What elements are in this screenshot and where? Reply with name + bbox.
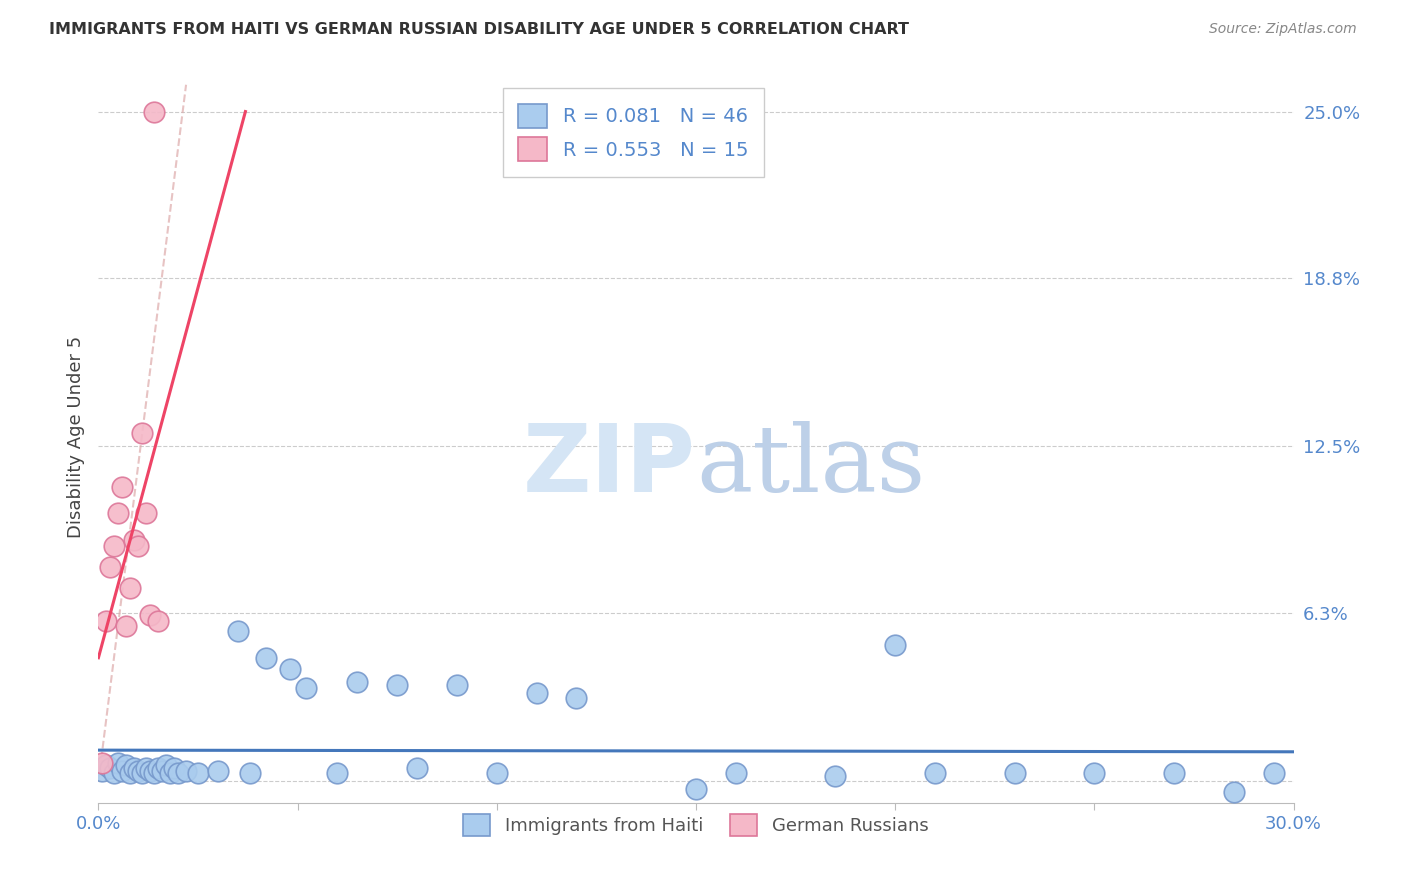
Point: [135, 507, 157, 521]
Point: [115, 619, 138, 633]
Point: [1004, 766, 1026, 780]
Point: [150, 764, 173, 778]
Point: [226, 624, 249, 639]
Text: Source: ZipAtlas.com: Source: ZipAtlas.com: [1209, 22, 1357, 37]
Point: [103, 539, 125, 553]
Text: ZIP: ZIP: [523, 420, 696, 512]
Point: [111, 480, 134, 494]
Point: [98, 560, 122, 574]
Point: [685, 782, 707, 797]
Point: [127, 764, 149, 778]
Point: [111, 764, 134, 778]
Point: [91, 756, 114, 770]
Point: [120, 582, 142, 596]
Point: [127, 539, 149, 553]
Point: [1263, 766, 1285, 780]
Point: [124, 533, 146, 548]
Point: [139, 764, 162, 778]
Point: [143, 104, 166, 119]
Point: [163, 761, 186, 775]
Point: [143, 766, 166, 780]
Point: [96, 614, 118, 628]
Point: [107, 507, 129, 521]
Point: [406, 761, 429, 775]
Point: [96, 758, 118, 772]
Point: [98, 761, 122, 775]
Point: [207, 764, 229, 778]
Text: IMMIGRANTS FROM HAITI VS GERMAN RUSSIAN DISABILITY AGE UNDER 5 CORRELATION CHART: IMMIGRANTS FROM HAITI VS GERMAN RUSSIAN …: [49, 22, 910, 37]
Point: [115, 758, 138, 772]
Y-axis label: Disability Age Under 5: Disability Age Under 5: [66, 336, 84, 538]
Point: [139, 608, 162, 623]
Point: [107, 756, 129, 770]
Point: [167, 766, 190, 780]
Point: [131, 425, 153, 440]
Point: [326, 766, 349, 780]
Point: [346, 675, 368, 690]
Point: [131, 766, 153, 780]
Point: [1083, 766, 1105, 780]
Point: [155, 758, 177, 772]
Point: [103, 766, 125, 780]
Text: atlas: atlas: [696, 421, 925, 511]
Point: [724, 766, 747, 780]
Point: [254, 651, 277, 665]
Point: [135, 761, 157, 775]
Point: [239, 766, 262, 780]
Point: [924, 766, 946, 780]
Point: [385, 678, 409, 692]
Point: [91, 764, 114, 778]
Point: [148, 614, 170, 628]
Point: [174, 764, 197, 778]
Point: [187, 766, 209, 780]
Point: [446, 678, 468, 692]
Point: [148, 761, 170, 775]
Point: [124, 761, 146, 775]
Point: [159, 766, 181, 780]
Point: [485, 766, 508, 780]
Legend: Immigrants from Haiti, German Russians: Immigrants from Haiti, German Russians: [454, 805, 938, 845]
Point: [294, 681, 316, 695]
Point: [824, 769, 846, 783]
Point: [1223, 785, 1246, 799]
Point: [526, 686, 548, 700]
Point: [884, 638, 907, 652]
Point: [120, 766, 142, 780]
Point: [1163, 766, 1185, 780]
Point: [278, 662, 301, 676]
Point: [565, 691, 588, 706]
